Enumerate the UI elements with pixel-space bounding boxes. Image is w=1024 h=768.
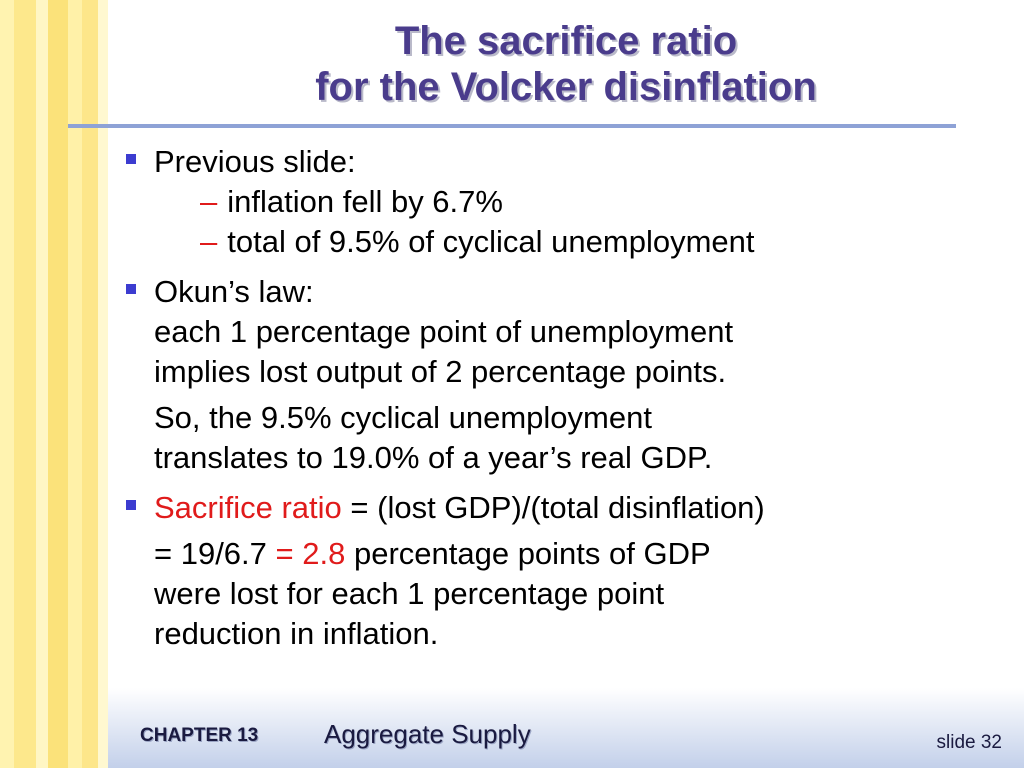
sub-bullet-text: inflation fell by 6.7%	[227, 184, 503, 219]
bullet-sacrifice-ratio: Sacrifice ratio = (lost GDP)/(total disi…	[120, 488, 1000, 654]
title-line-1: The sacrifice ratio	[394, 19, 738, 63]
sub-bullet-inflation: – inflation fell by 6.7%	[154, 182, 1000, 222]
definition-text: = (lost GDP)/(total disinflation)	[341, 490, 765, 525]
footer-band	[108, 688, 1024, 768]
bullet-label: Previous slide:	[154, 144, 356, 179]
calc-result: = 2.8	[275, 536, 346, 571]
chapter-label: CHAPTER 13	[140, 725, 259, 746]
calculation-line: = 19/6.7 = 2.8 percentage points of GDP	[154, 534, 1000, 574]
dash-bullet-icon: –	[200, 224, 218, 259]
body-line: implies lost output of 2 percentage poin…	[154, 354, 727, 389]
slide-body: Previous slide: – inflation fell by 6.7% …	[120, 142, 1000, 654]
dash-bullet-icon: –	[200, 184, 218, 219]
slide-title: The sacrifice ratio for the Volcker disi…	[108, 18, 1024, 110]
sub-bullet-unemployment: – total of 9.5% of cyclical unemployment	[154, 222, 1000, 262]
sacrifice-ratio-term: Sacrifice ratio	[154, 490, 342, 525]
calc-suffix: percentage points of GDP	[345, 536, 711, 571]
body-line: So, the 9.5% cyclical unemployment	[154, 400, 652, 435]
bullet-okuns-law: Okun’s law: each 1 percentage point of u…	[120, 272, 1000, 478]
bullet-label: Okun’s law:	[154, 274, 314, 309]
slide-number: slide 32	[936, 732, 1003, 753]
body-line: reduction in inflation.	[154, 616, 439, 651]
calc-prefix: = 19/6.7	[154, 536, 276, 571]
chapter-subject: Aggregate Supply	[324, 719, 531, 749]
bullet-previous-slide: Previous slide: – inflation fell by 6.7% …	[120, 142, 1000, 262]
decorative-stripes	[0, 0, 108, 768]
definition-line: Sacrifice ratio = (lost GDP)/(total disi…	[154, 488, 1000, 528]
body-line: translates to 19.0% of a year’s real GDP…	[154, 440, 713, 475]
square-bullet-icon	[126, 284, 136, 294]
title-line-2: for the Volcker disinflation	[315, 65, 817, 109]
body-line: each 1 percentage point of unemployment	[154, 314, 734, 349]
square-bullet-icon	[126, 500, 136, 510]
square-bullet-icon	[126, 154, 136, 164]
sub-bullet-text: total of 9.5% of cyclical unemployment	[227, 224, 755, 259]
title-divider	[68, 124, 956, 128]
body-line: were lost for each 1 percentage point	[154, 576, 665, 611]
